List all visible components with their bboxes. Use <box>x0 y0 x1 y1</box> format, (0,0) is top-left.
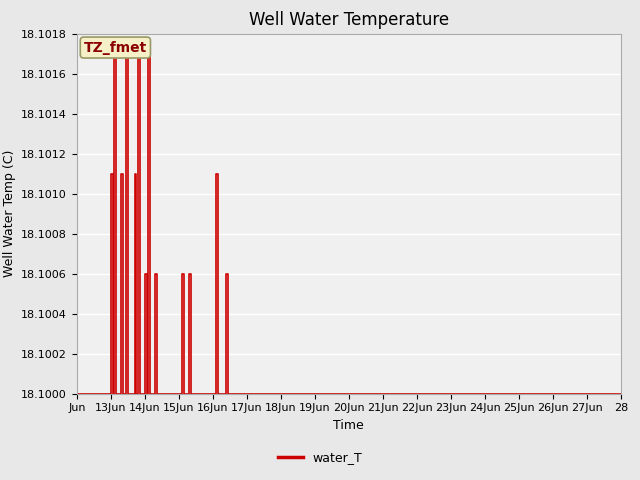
X-axis label: Time: Time <box>333 419 364 432</box>
Title: Well Water Temperature: Well Water Temperature <box>249 11 449 29</box>
Y-axis label: Well Water Temp (C): Well Water Temp (C) <box>3 150 15 277</box>
Text: TZ_fmet: TZ_fmet <box>84 40 147 55</box>
Legend: water_T: water_T <box>273 446 367 469</box>
